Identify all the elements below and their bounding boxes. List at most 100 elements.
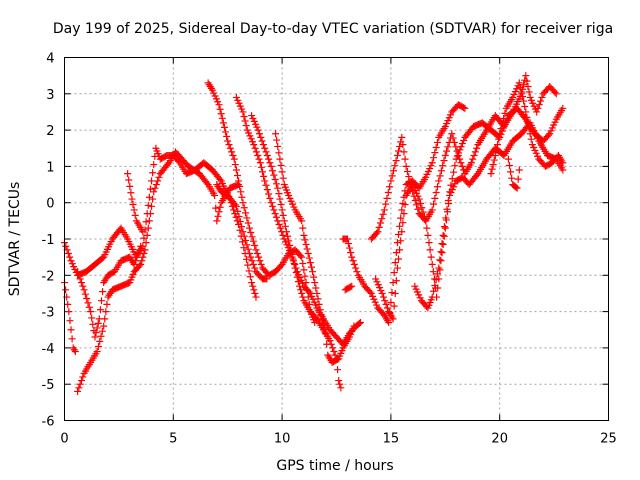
data-point bbox=[415, 195, 423, 203]
data-point bbox=[244, 245, 252, 253]
data-point bbox=[508, 174, 516, 182]
y-tick-label: 0 bbox=[46, 197, 54, 212]
data-point bbox=[254, 126, 262, 134]
data-point bbox=[311, 279, 319, 287]
y-tick-label: 2 bbox=[46, 124, 54, 139]
data-point bbox=[259, 168, 267, 176]
data-point bbox=[316, 306, 324, 314]
data-point bbox=[77, 377, 85, 385]
data-point bbox=[236, 226, 244, 234]
data-point bbox=[400, 210, 408, 218]
data-point bbox=[297, 286, 305, 294]
data-point bbox=[76, 380, 84, 388]
data-point bbox=[103, 300, 111, 308]
data-point bbox=[416, 199, 424, 207]
data-point bbox=[305, 288, 313, 296]
data-point bbox=[255, 155, 263, 163]
data-point bbox=[392, 277, 400, 285]
data-point bbox=[239, 199, 247, 207]
data-point bbox=[438, 249, 446, 257]
data-point bbox=[298, 289, 306, 297]
y-tick-label: 1 bbox=[46, 160, 54, 175]
data-point bbox=[393, 152, 401, 160]
data-point bbox=[128, 195, 136, 203]
data-point bbox=[286, 241, 294, 249]
data-point bbox=[215, 208, 223, 216]
data-point bbox=[139, 253, 147, 261]
series-track-m bbox=[367, 72, 560, 243]
data-point bbox=[269, 202, 277, 210]
data-point bbox=[488, 165, 496, 173]
data-point bbox=[92, 328, 100, 336]
data-point bbox=[263, 152, 271, 160]
data-point bbox=[492, 146, 500, 154]
data-point bbox=[551, 88, 559, 96]
data-point bbox=[391, 289, 399, 297]
data-point bbox=[236, 218, 244, 226]
data-point bbox=[334, 366, 342, 374]
data-point bbox=[384, 189, 392, 197]
data-point bbox=[275, 220, 283, 228]
data-point bbox=[230, 206, 238, 214]
data-point bbox=[143, 231, 151, 239]
data-point bbox=[142, 218, 150, 226]
data-point bbox=[256, 257, 264, 265]
data-point bbox=[489, 161, 497, 169]
x-tick-label: 15 bbox=[383, 432, 400, 447]
data-point bbox=[274, 184, 282, 192]
data-point bbox=[127, 189, 135, 197]
data-point bbox=[375, 223, 383, 231]
data-point bbox=[235, 212, 243, 220]
data-point bbox=[94, 342, 102, 350]
data-point bbox=[265, 190, 273, 198]
data-point bbox=[396, 246, 404, 254]
data-point bbox=[300, 266, 308, 274]
data-point bbox=[231, 161, 239, 169]
data-point bbox=[439, 240, 447, 248]
data-point bbox=[501, 109, 509, 117]
data-point bbox=[247, 253, 255, 261]
data-point bbox=[350, 260, 358, 268]
data-point bbox=[435, 177, 443, 185]
data-point bbox=[523, 77, 531, 85]
data-point bbox=[222, 128, 230, 136]
data-point bbox=[400, 148, 408, 156]
data-point bbox=[164, 160, 172, 168]
data-point bbox=[145, 193, 153, 201]
data-point bbox=[279, 211, 287, 219]
y-tick-label: -1 bbox=[42, 233, 55, 248]
data-point bbox=[213, 217, 221, 225]
data-point bbox=[274, 142, 282, 150]
y-tick-label: 4 bbox=[46, 52, 54, 67]
data-point bbox=[74, 387, 82, 395]
data-point bbox=[235, 177, 243, 185]
data-point bbox=[272, 130, 280, 138]
data-point bbox=[527, 135, 535, 143]
data-point bbox=[150, 161, 158, 169]
data-point bbox=[270, 171, 278, 179]
data-point bbox=[323, 340, 331, 348]
data-point bbox=[299, 224, 307, 232]
data-point bbox=[461, 104, 469, 112]
data-point bbox=[216, 105, 224, 113]
y-axis-label: SDTVAR / TECUs bbox=[7, 182, 23, 297]
data-point bbox=[441, 152, 449, 160]
data-point bbox=[89, 320, 97, 328]
y-tick-label: -2 bbox=[42, 269, 55, 284]
data-point bbox=[242, 255, 250, 263]
data-point bbox=[467, 159, 475, 167]
data-point bbox=[84, 299, 92, 307]
data-point bbox=[250, 286, 258, 294]
data-point bbox=[347, 249, 355, 257]
data-point bbox=[425, 239, 433, 247]
data-point bbox=[306, 259, 314, 267]
data-point bbox=[226, 144, 234, 152]
data-point bbox=[251, 264, 259, 272]
series-track-e bbox=[124, 170, 147, 236]
data-point bbox=[428, 159, 436, 167]
data-point bbox=[430, 154, 438, 162]
data-point bbox=[256, 159, 264, 167]
data-point bbox=[346, 283, 354, 291]
data-point bbox=[398, 228, 406, 236]
data-point bbox=[154, 177, 162, 185]
